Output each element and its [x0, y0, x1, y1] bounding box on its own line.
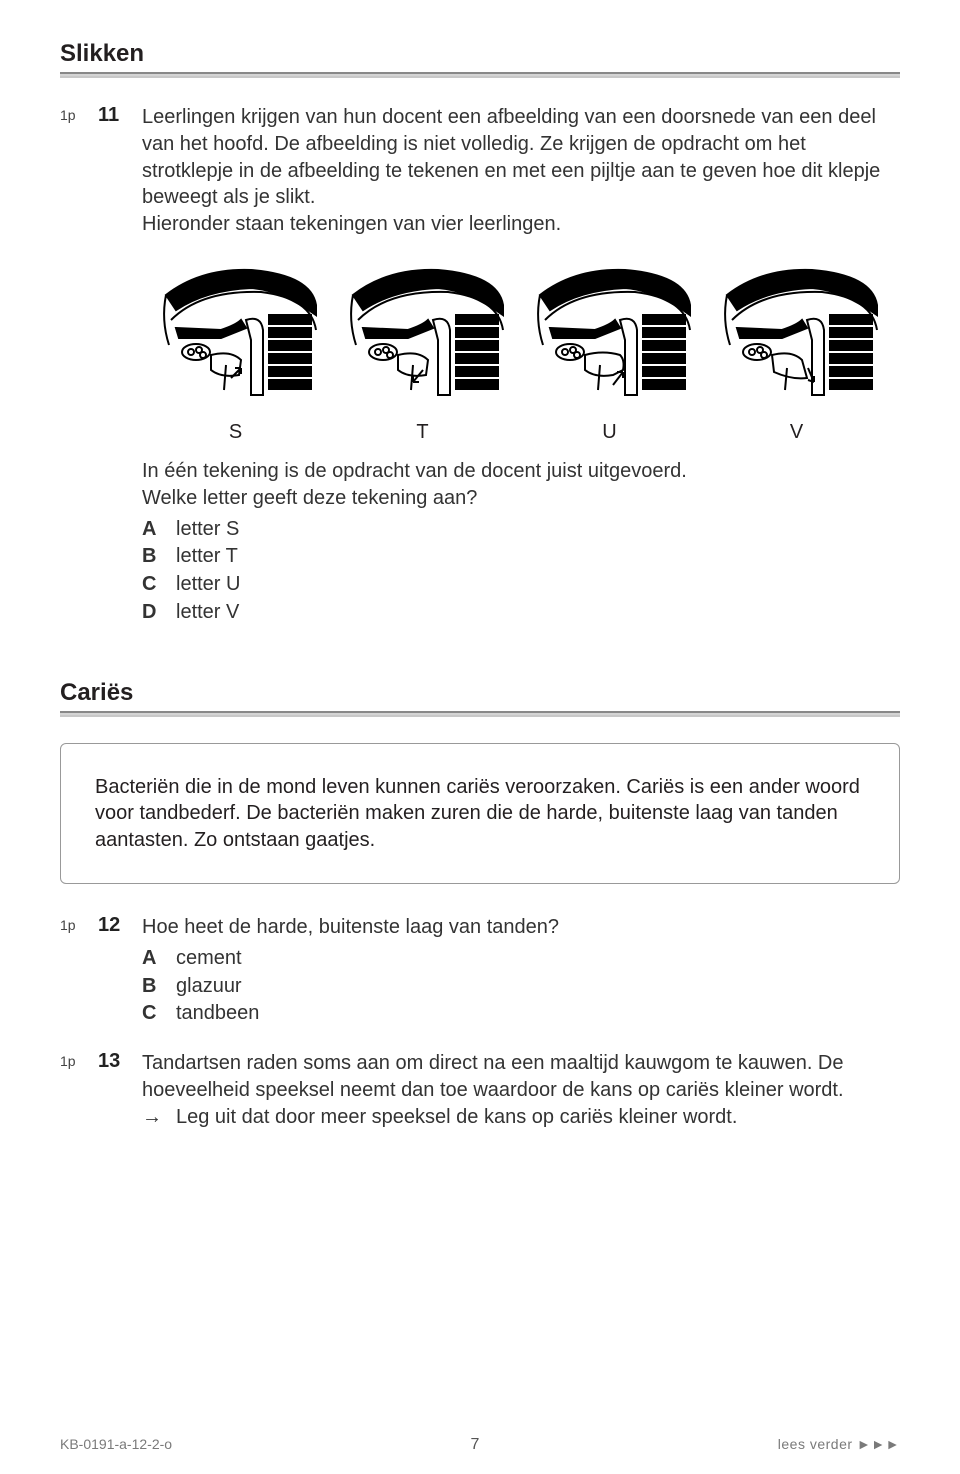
option-b: Bletter T [142, 543, 900, 570]
footer-left: KB-0191-a-12-2-o [60, 1436, 172, 1454]
question-11: 1p 11 Leerlingen krijgen van hun docent … [60, 104, 900, 238]
info-text: Bacteriën die in de mond leven kunnen ca… [95, 776, 860, 851]
section-title-slikken: Slikken [60, 40, 900, 68]
q11-followup: In één tekening is de opdracht van de do… [60, 458, 900, 627]
diagram-label-t: T [416, 421, 428, 444]
footer-page-number: 7 [470, 1436, 479, 1454]
q12-text: Hoe heet de harde, buitenste laag van ta… [142, 916, 559, 938]
arrow-icon: → [142, 1104, 176, 1131]
option-c: Ctandbeen [142, 1000, 900, 1027]
option-a: Acement [142, 945, 900, 972]
option-b: Bglazuur [142, 973, 900, 1000]
q11-para3: In één tekening is de opdracht van de do… [142, 460, 687, 482]
info-box: Bacteriën die in de mond leven kunnen ca… [60, 743, 900, 884]
section-rule [60, 72, 900, 78]
question-number: 12 [98, 914, 142, 1028]
points-label: 1p [60, 1050, 98, 1130]
diagram-v: V [703, 260, 890, 444]
points-label: 1p [60, 104, 98, 238]
diagram-row: S [142, 260, 900, 444]
diagram-u: U [516, 260, 703, 444]
footer-right: lees verder ►►► [778, 1436, 900, 1454]
option-c: Cletter U [142, 571, 900, 598]
q11-para2: Hieronder staan tekeningen van vier leer… [142, 213, 561, 235]
q11-options: Aletter S Bletter T Cletter U Dletter V [142, 516, 900, 626]
diagram-label-v: V [790, 421, 803, 444]
diagram-t: T [329, 260, 516, 444]
section-rule [60, 711, 900, 717]
q12-options: Acement Bglazuur Ctandbeen [142, 945, 900, 1027]
question-13: 1p 13 Tandartsen raden soms aan om direc… [60, 1050, 900, 1130]
question-12: 1p 12 Hoe heet de harde, buitenste laag … [60, 914, 900, 1028]
diagram-label-s: S [229, 421, 242, 444]
question-number: 13 [98, 1050, 142, 1130]
option-d: Dletter V [142, 599, 900, 626]
diagram-label-u: U [602, 421, 616, 444]
q13-task: Leg uit dat door meer speeksel de kans o… [176, 1104, 737, 1131]
question-number: 11 [98, 104, 142, 238]
page-footer: KB-0191-a-12-2-o 7 lees verder ►►► [60, 1436, 900, 1454]
diagram-s: S [142, 260, 329, 444]
q13-text: Tandartsen raden soms aan om direct na e… [142, 1052, 844, 1101]
section-title-caries: Cariës [60, 679, 900, 707]
points-label: 1p [60, 914, 98, 1028]
option-a: Aletter S [142, 516, 900, 543]
q11-para1: Leerlingen krijgen van hun docent een af… [142, 106, 880, 208]
q11-para4: Welke letter geeft deze tekening aan? [142, 487, 477, 509]
